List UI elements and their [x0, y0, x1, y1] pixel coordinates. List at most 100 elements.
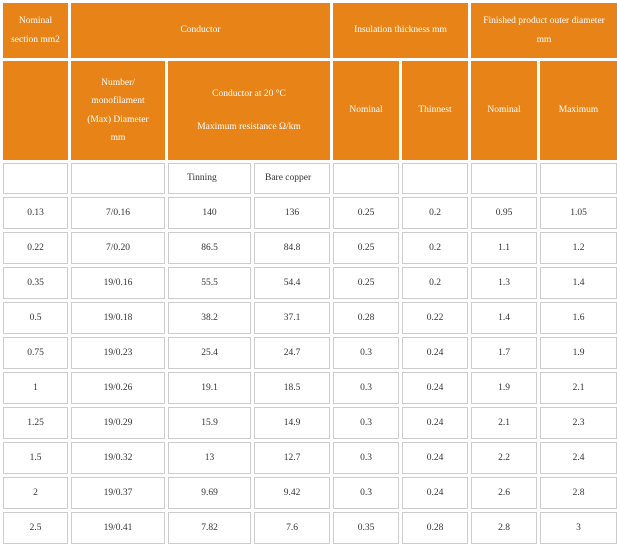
cell-outer-maximum: 1.4: [540, 267, 617, 299]
cell-insulation-nominal: 0.35: [333, 512, 399, 544]
header-finished-outer-diameter: Finished product outer diameter mm: [471, 3, 617, 58]
cell-outer-maximum: 3: [540, 512, 617, 544]
cell-resistance-tinning: 7.82: [168, 512, 251, 544]
cell-resistance-bare-copper: 54.4: [254, 267, 330, 299]
cell-insulation-thinnest: 0.24: [402, 407, 469, 439]
cell-insulation-nominal: 0.3: [333, 477, 399, 509]
cell-insulation-thinnest: 0.22: [402, 302, 469, 334]
cell-monofilament: 19/0.32: [71, 442, 165, 474]
cell-resistance-bare-copper: 9.42: [254, 477, 330, 509]
cell-insulation-thinnest: 0.2: [402, 197, 469, 229]
header-outer-nominal: Nominal: [471, 61, 538, 160]
cell-resistance-bare-copper: 12.7: [254, 442, 330, 474]
cell-nominal-section: 2: [3, 477, 68, 509]
header-row-subcolumns: Tinning Bare copper: [3, 163, 617, 194]
cell-resistance-tinning: 140: [168, 197, 251, 229]
table-row: 1.5 19/0.32 13 12.7 0.3 0.24 2.2 2.4: [3, 442, 617, 474]
cell-resistance-bare-copper: 84.8: [254, 232, 330, 264]
cell-outer-maximum: 2.8: [540, 477, 617, 509]
cell-insulation-nominal: 0.25: [333, 197, 399, 229]
header-insulation-thinnest: Thinnest: [402, 61, 469, 160]
table-row: 2.5 19/0.41 7.82 7.6 0.35 0.28 2.8 3: [3, 512, 617, 544]
table-row: 0.75 19/0.23 25.4 24.7 0.3 0.24 1.7 1.9: [3, 337, 617, 369]
cell-resistance-tinning: 19.1: [168, 372, 251, 404]
header-row-second: Number/ monofilament (Max) Diameter mm C…: [3, 61, 617, 160]
cell-outer-nominal: 2.2: [471, 442, 538, 474]
table-row: 1 19/0.26 19.1 18.5 0.3 0.24 1.9 2.1: [3, 372, 617, 404]
cell-resistance-tinning: 38.2: [168, 302, 251, 334]
cell-resistance-tinning: 55.5: [168, 267, 251, 299]
subheader-bare-copper: Bare copper: [254, 163, 330, 194]
cell-resistance-tinning: 15.9: [168, 407, 251, 439]
cell-outer-nominal: 1.4: [471, 302, 538, 334]
cell-insulation-nominal: 0.25: [333, 267, 399, 299]
cell-nominal-section: 0.22: [3, 232, 68, 264]
cell-insulation-thinnest: 0.28: [402, 512, 469, 544]
cell-outer-maximum: 2.3: [540, 407, 617, 439]
cell-resistance-bare-copper: 18.5: [254, 372, 330, 404]
table-row: 0.13 7/0.16 140 136 0.25 0.2 0.95 1.05: [3, 197, 617, 229]
cell-insulation-nominal: 0.3: [333, 407, 399, 439]
cell-nominal-section: 1: [3, 372, 68, 404]
table-row: 2 19/0.37 9.69 9.42 0.3 0.24 2.6 2.8: [3, 477, 617, 509]
cell-outer-maximum: 2.1: [540, 372, 617, 404]
cell-resistance-bare-copper: 136: [254, 197, 330, 229]
empty-cell: [540, 163, 617, 194]
empty-cell: [71, 163, 165, 194]
cell-nominal-section: 0.35: [3, 267, 68, 299]
table-row: 0.5 19/0.18 38.2 37.1 0.28 0.22 1.4 1.6: [3, 302, 617, 334]
cell-insulation-nominal: 0.3: [333, 337, 399, 369]
cell-insulation-thinnest: 0.24: [402, 477, 469, 509]
header-row-top: Nominal section mm2 Conductor Insulation…: [3, 3, 617, 58]
cell-nominal-section: 0.5: [3, 302, 68, 334]
header-monofilament: Number/ monofilament (Max) Diameter mm: [71, 61, 165, 160]
cell-resistance-tinning: 86.5: [168, 232, 251, 264]
cell-outer-nominal: 1.1: [471, 232, 538, 264]
cell-outer-nominal: 2.1: [471, 407, 538, 439]
cell-insulation-nominal: 0.3: [333, 442, 399, 474]
cell-monofilament: 19/0.29: [71, 407, 165, 439]
header-nominal-section: Nominal section mm2: [3, 3, 68, 58]
cell-nominal-section: 1.25: [3, 407, 68, 439]
table-row: 0.22 7/0.20 86.5 84.8 0.25 0.2 1.1 1.2: [3, 232, 617, 264]
empty-cell: [471, 163, 538, 194]
cell-outer-maximum: 2.4: [540, 442, 617, 474]
empty-cell: [3, 163, 68, 194]
cell-outer-nominal: 1.3: [471, 267, 538, 299]
cell-monofilament: 19/0.41: [71, 512, 165, 544]
cell-insulation-thinnest: 0.24: [402, 442, 469, 474]
cell-resistance-bare-copper: 7.6: [254, 512, 330, 544]
cell-outer-maximum: 1.9: [540, 337, 617, 369]
cell-insulation-thinnest: 0.2: [402, 232, 469, 264]
cell-nominal-section: 1.5: [3, 442, 68, 474]
cell-outer-maximum: 1.05: [540, 197, 617, 229]
header-insulation-thickness: Insulation thickness mm: [333, 3, 469, 58]
cell-monofilament: 7/0.16: [71, 197, 165, 229]
cell-outer-nominal: 1.7: [471, 337, 538, 369]
cell-monofilament: 7/0.20: [71, 232, 165, 264]
header-outer-maximum: Maximum: [540, 61, 617, 160]
cell-outer-maximum: 1.6: [540, 302, 617, 334]
cell-nominal-section: 0.13: [3, 197, 68, 229]
empty-cell: [333, 163, 399, 194]
empty-cell: [402, 163, 469, 194]
header-blank: [3, 61, 68, 160]
cell-monofilament: 19/0.16: [71, 267, 165, 299]
cell-resistance-bare-copper: 14.9: [254, 407, 330, 439]
cell-insulation-thinnest: 0.24: [402, 337, 469, 369]
cell-outer-nominal: 0.95: [471, 197, 538, 229]
cell-outer-nominal: 1.9: [471, 372, 538, 404]
cell-monofilament: 19/0.26: [71, 372, 165, 404]
cell-outer-nominal: 2.8: [471, 512, 538, 544]
header-conductor-resistance: Conductor at 20 °C Maximum resistance Ω/…: [168, 61, 330, 160]
table-row: 1.25 19/0.29 15.9 14.9 0.3 0.24 2.1 2.3: [3, 407, 617, 439]
cell-outer-nominal: 2.6: [471, 477, 538, 509]
cell-insulation-nominal: 0.28: [333, 302, 399, 334]
cell-insulation-thinnest: 0.2: [402, 267, 469, 299]
table-row: 0.35 19/0.16 55.5 54.4 0.25 0.2 1.3 1.4: [3, 267, 617, 299]
cell-monofilament: 19/0.37: [71, 477, 165, 509]
cell-nominal-section: 0.75: [3, 337, 68, 369]
header-conductor: Conductor: [71, 3, 330, 58]
cell-resistance-bare-copper: 24.7: [254, 337, 330, 369]
